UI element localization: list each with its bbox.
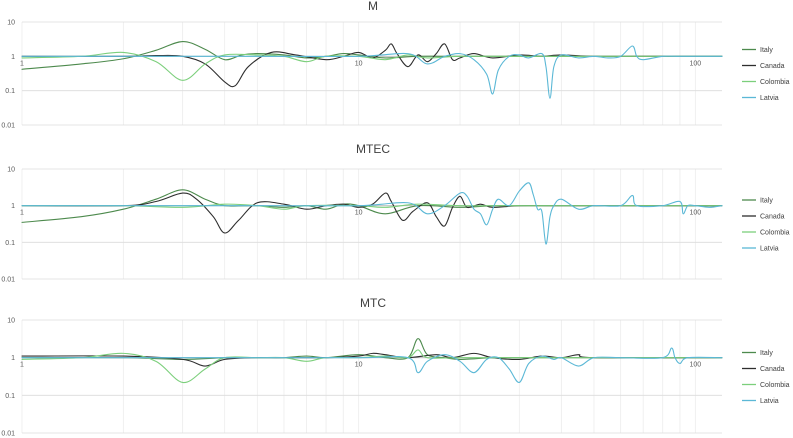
y-tick-label: 10	[7, 20, 15, 27]
legend-entry: Colombia	[760, 79, 790, 86]
x-tick-label: 100	[689, 60, 701, 67]
y-tick-label: 0.1	[5, 240, 15, 247]
y-tick-label: 1	[11, 203, 15, 210]
series-line-canada	[21, 43, 723, 88]
series-line-colombia	[21, 51, 723, 81]
legend: Italy Canada Colombia Latvia	[742, 198, 790, 253]
series-line-latvia	[21, 347, 723, 383]
x-tick-label: 100	[689, 362, 701, 369]
x-tick-label: 10	[355, 362, 363, 369]
legend-entry: Canada	[760, 214, 785, 221]
x-tick-label: 10	[355, 210, 363, 217]
legend-entry: Latvia	[760, 398, 779, 405]
x-tick-label: 1	[20, 362, 24, 369]
legend: Italy Canada Colombia Latvia	[742, 47, 790, 102]
y-tick-label: 10	[7, 167, 15, 174]
chart-panel-3: MTC 10 1 0.1 0.01 1 10 100 Italy Canada Colombia La…	[1, 296, 789, 438]
legend-entry: Canada	[760, 63, 785, 70]
x-tick-label: 1	[20, 210, 24, 217]
legend-entry: Canada	[760, 366, 785, 373]
chart-title: M	[368, 0, 378, 13]
y-tick-label: 10	[7, 318, 15, 325]
legend-entry: Latvia	[760, 246, 779, 253]
series-line-colombia	[21, 349, 723, 383]
x-tick-label: 100	[689, 210, 701, 217]
y-tick-label: 0.01	[1, 123, 15, 130]
x-tick-label: 1	[20, 60, 24, 67]
legend: Italy Canada Colombia Latvia	[742, 350, 790, 405]
series-line-latvia	[21, 182, 723, 245]
gridlines	[21, 168, 722, 280]
chart-panel-2: MTEC 10 1 0.1 0.01 1 10 100 Italy Canada Colombia L…	[1, 142, 789, 284]
y-tick-label: 1	[11, 355, 15, 362]
series-line-canada	[21, 192, 723, 234]
y-tick-label: 0.01	[1, 277, 15, 284]
chart-panel-1: M 10 1 0.1 0.01 1 10 100 Italy Canada Colombia Latv…	[1, 0, 789, 130]
gridlines	[21, 319, 722, 434]
legend-entry: Italy	[760, 47, 773, 54]
legend-entry: Colombia	[760, 230, 790, 237]
y-tick-label: 0.01	[1, 431, 15, 438]
chart-title: MTC	[360, 296, 386, 310]
x-tick-label: 10	[355, 60, 363, 67]
chart-title: MTEC	[356, 142, 390, 156]
legend-entry: Italy	[760, 198, 773, 205]
y-tick-label: 0.1	[5, 393, 15, 400]
y-tick-label: 1	[11, 54, 15, 61]
legend-entry: Italy	[760, 350, 773, 357]
legend-entry: Colombia	[760, 382, 790, 389]
legend-entry: Latvia	[760, 95, 779, 102]
series-line-latvia	[21, 45, 723, 99]
series-line-canada	[21, 352, 723, 367]
gridlines	[21, 21, 722, 126]
y-tick-label: 0.1	[5, 88, 15, 95]
